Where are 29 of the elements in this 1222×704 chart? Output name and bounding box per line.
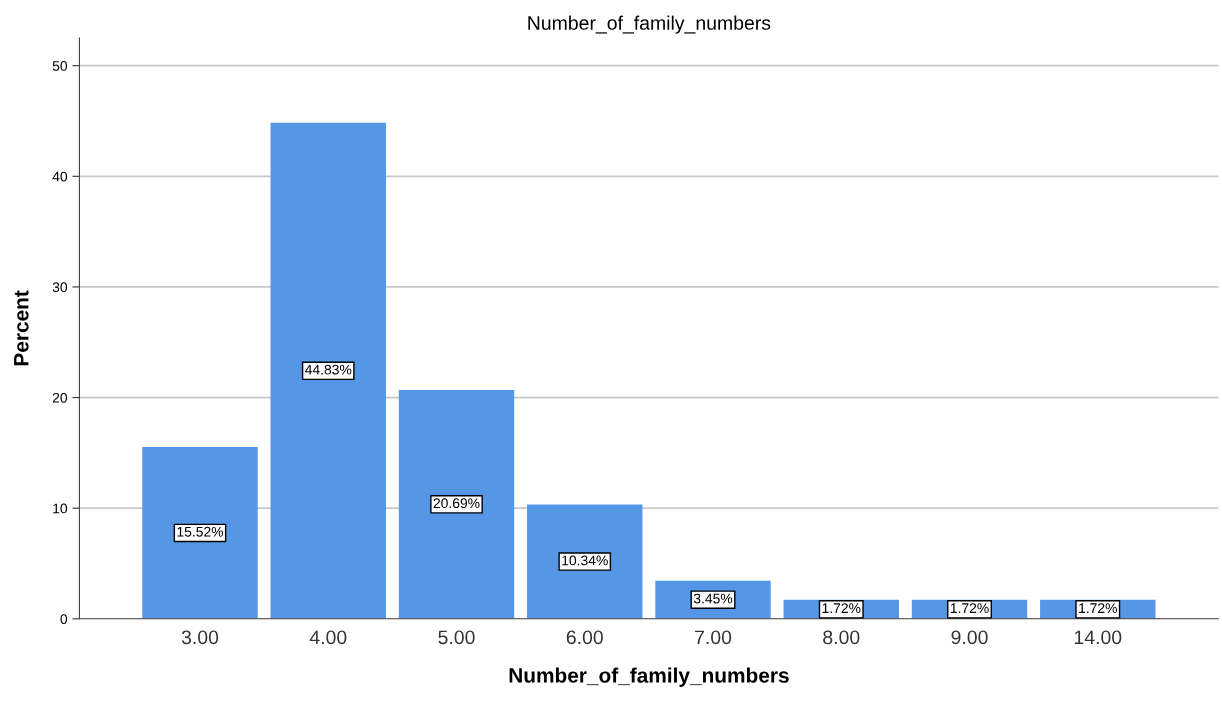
x-tick-label: 8.00	[823, 630, 860, 645]
x-tick-label: 9.00	[951, 630, 988, 645]
bar	[270, 122, 386, 619]
x-tick-label: 7.00	[695, 630, 732, 645]
x-tick-label: 4.00	[309, 630, 347, 645]
y-tick-label: 20	[52, 392, 68, 403]
x-tick-label: 3.00	[181, 630, 219, 645]
data-label: 1.72%	[950, 603, 989, 613]
y-tick-label: 30	[52, 282, 68, 293]
bar	[142, 447, 258, 619]
bar	[398, 389, 515, 619]
y-tick-label: 50	[52, 61, 68, 71]
data-label: 3.45%	[693, 593, 733, 604]
x-axis-title: Number_of_family_numbers	[509, 667, 789, 687]
y-axis-title: Percent	[14, 290, 29, 366]
y-tick-label: 0	[60, 614, 68, 624]
x-tick-label: 14.00	[1074, 630, 1122, 645]
x-tick-label: 6.00	[566, 630, 603, 645]
bar	[527, 504, 643, 619]
data-label: 44.83%	[305, 364, 352, 375]
data-label: 20.69%	[433, 498, 480, 509]
y-tick-label: 10	[53, 503, 68, 514]
data-label: 1.72%	[1079, 603, 1117, 613]
data-label: 1.72%	[822, 603, 861, 613]
data-label: 10.34%	[562, 555, 608, 566]
chart-title: Number_of_family_numbers	[528, 15, 771, 34]
x-tick-label: 5.00	[438, 630, 475, 645]
data-label: 15.52%	[177, 526, 224, 537]
y-tick-label: 40	[52, 171, 68, 182]
